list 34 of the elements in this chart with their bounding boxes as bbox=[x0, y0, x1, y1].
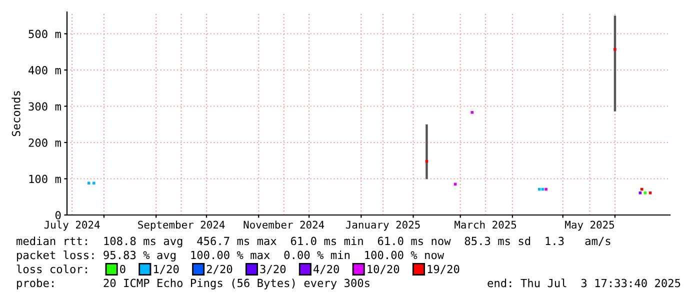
point bbox=[87, 182, 90, 184]
point bbox=[640, 188, 644, 191]
point bbox=[648, 192, 652, 194]
y-tick-label: 400 m bbox=[28, 66, 61, 74]
point bbox=[638, 192, 642, 194]
legend-label: 3/20 bbox=[260, 264, 286, 274]
y-axis-title: Seconds bbox=[12, 91, 20, 136]
legend-label: 1/20 bbox=[154, 264, 179, 274]
x-tick-label: November 2024 bbox=[244, 220, 324, 229]
legend-label: 4/20 bbox=[314, 264, 339, 274]
x-tick-label: January 2025 bbox=[346, 220, 420, 231]
y-tick-label: 200 m bbox=[28, 138, 61, 147]
y-tick-label: 500 m bbox=[28, 30, 61, 38]
x-tick-label: September 2024 bbox=[138, 220, 225, 231]
legend-title: loss color: bbox=[16, 264, 87, 274]
y-tick-label: 0 bbox=[55, 211, 61, 220]
text: end: Thu Jul 3 17:33:40 2025 bbox=[488, 278, 680, 288]
y-tick-label: 100 m bbox=[29, 174, 61, 184]
text: packet loss: 95.83 % avg 100.00 % max 0.00 % min 100.00 % now bbox=[17, 250, 444, 262]
text: median rtt: 108.8 ms avg 456.7 ms max 61.0 ms min 61.0 ms now 85.3 ms sd 1.3 am/s bbox=[16, 236, 610, 248]
legend-label: 0 bbox=[120, 264, 126, 274]
legend-label: 10/20 bbox=[368, 264, 400, 274]
point bbox=[544, 188, 548, 191]
y-tick-label: 300 m bbox=[28, 102, 61, 111]
legend-label: 19/20 bbox=[428, 264, 460, 274]
point bbox=[614, 48, 616, 51]
point bbox=[92, 182, 96, 184]
x-tick-label: July 2024 bbox=[44, 220, 100, 231]
legend-label: 2/20 bbox=[206, 264, 232, 274]
text: probe: 20 ICMP Echo Pings (56 Bytes) every 300s bbox=[17, 278, 370, 290]
point bbox=[470, 111, 474, 114]
x-tick-label: March 2025 bbox=[454, 220, 516, 229]
point bbox=[644, 192, 647, 194]
x-tick-label: May 2025 bbox=[565, 220, 614, 231]
